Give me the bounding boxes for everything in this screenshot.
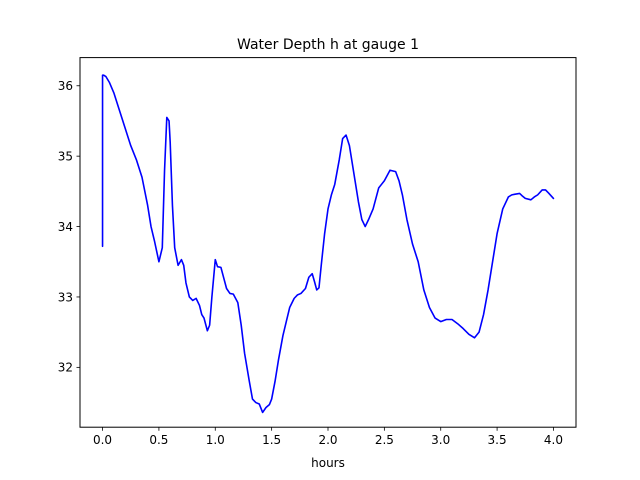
plot-frame [79,57,577,428]
x-tick-label: 3.5 [488,433,507,447]
x-axis-ticks: 0.0 0.5 1.0 1.5 2.0 2.5 3.0 3.5 4.0 [93,427,563,447]
x-tick-label: 0.0 [93,433,112,447]
x-axis-label: hours [311,456,345,470]
x-tick-label: 3.0 [431,433,450,447]
series-line [101,74,555,414]
x-tick-label: 1.5 [262,433,281,447]
x-tick-label: 2.0 [318,433,337,447]
y-tick-label: 36 [58,79,73,93]
chart-title: Water Depth h at gauge 1 [237,37,419,53]
y-axis-ticks: 32 33 34 35 36 [58,79,80,375]
x-tick-label: 1.0 [206,433,225,447]
x-tick-label: 0.5 [149,433,168,447]
series-layer [101,74,555,414]
y-tick-label: 32 [58,361,73,375]
x-tick-label: 2.5 [375,433,394,447]
y-tick-label: 35 [58,149,73,163]
y-tick-label: 33 [58,290,73,304]
y-tick-label: 34 [58,220,73,234]
x-tick-label: 4.0 [544,433,563,447]
